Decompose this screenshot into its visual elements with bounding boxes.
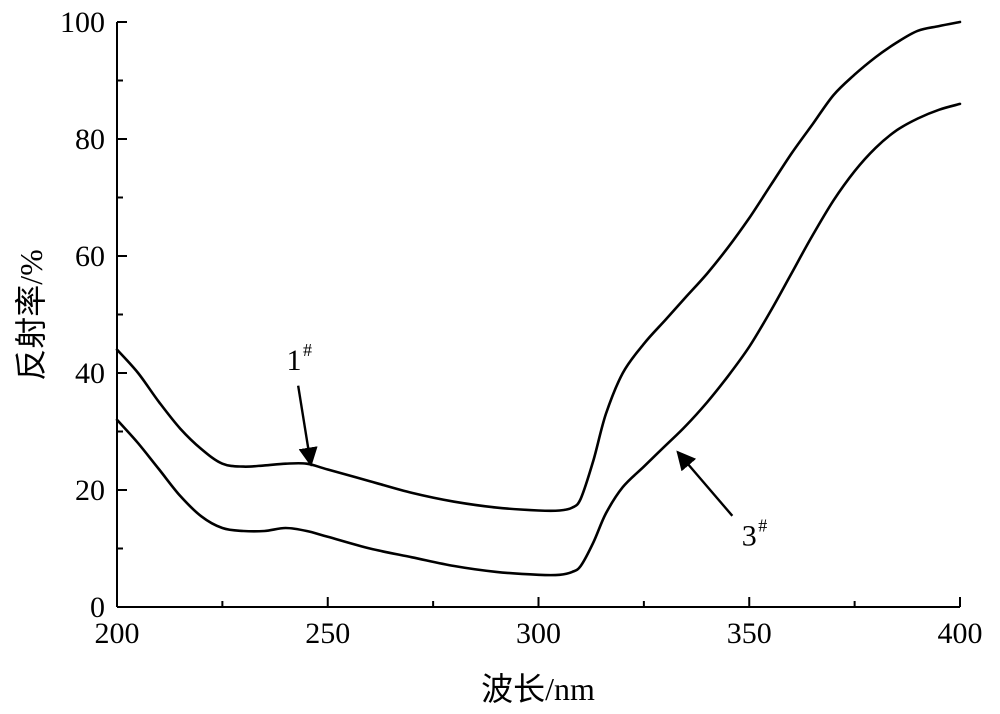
x-axis-title: 波长/nm: [481, 671, 595, 707]
y-tick-label: 40: [75, 357, 105, 390]
annotation-superscript: #: [303, 340, 312, 360]
annotation-1: 1 #: [287, 340, 318, 467]
annotations: 1 #3 #: [287, 340, 768, 553]
x-tick-label: 300: [516, 617, 561, 650]
x-tick-label: 250: [305, 617, 350, 650]
x-tick-label: 400: [938, 617, 983, 650]
y-tick-label: 20: [75, 474, 105, 507]
annotation-3: 3 #: [676, 450, 767, 553]
y-tick-label: 60: [75, 240, 105, 273]
y-axis-title: 反射率/%: [13, 249, 49, 381]
y-tick-label: 80: [75, 123, 105, 156]
x-tick-label: 200: [95, 617, 140, 650]
series-line-1: [115, 20, 962, 513]
annotation-superscript: #: [758, 516, 767, 536]
annotation-arrow: [296, 385, 318, 467]
axes: 200 250 300 350 400 0 20 40 60 80 100: [60, 6, 983, 650]
annotation-label: 3: [742, 520, 757, 553]
series-line-3: [115, 102, 962, 577]
y-tick-label: 100: [60, 6, 105, 39]
annotation-arrow: [676, 450, 734, 517]
series-group: [115, 20, 962, 577]
x-tick-label: 350: [727, 617, 772, 650]
annotation-label: 1: [287, 344, 302, 377]
y-tick-label: 0: [90, 591, 105, 624]
